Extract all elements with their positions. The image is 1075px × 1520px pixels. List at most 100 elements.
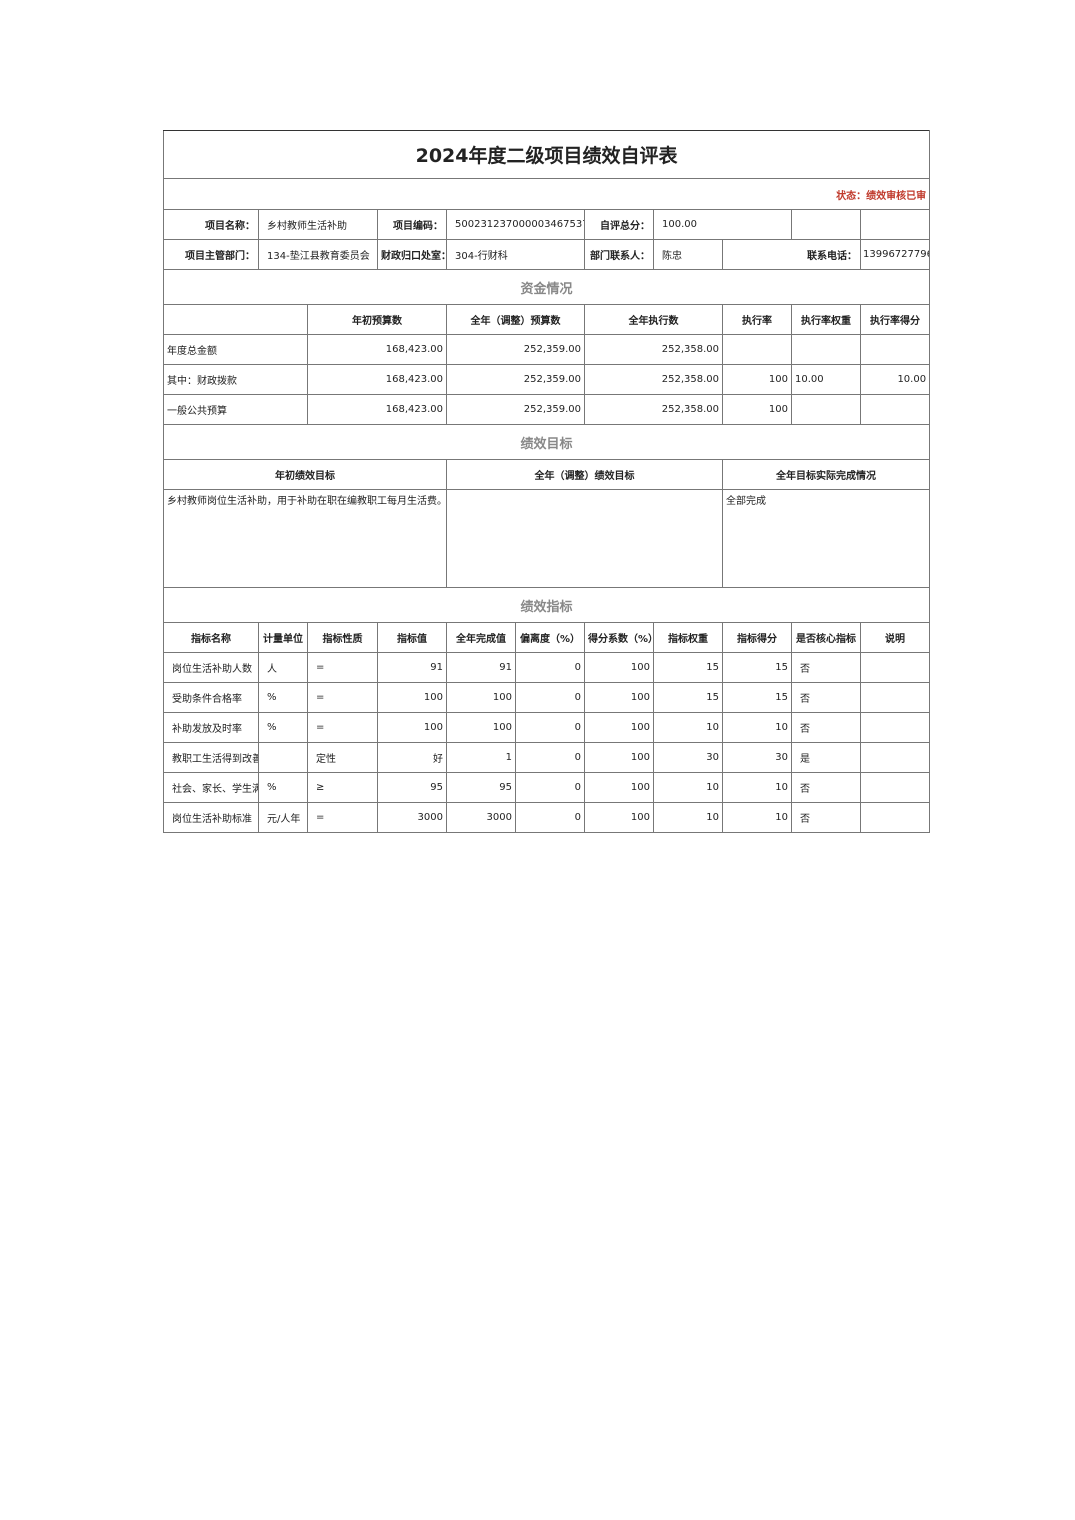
empty-cell xyxy=(859,209,931,240)
indicator-cell: 教职工生活得到改善 xyxy=(163,742,259,773)
indicator-header: 偏离度（%） xyxy=(515,622,585,653)
project-code: 500231237000003467537 xyxy=(446,209,585,240)
indicator-cell: 15 xyxy=(653,652,723,683)
funds-header: 执行率得分 xyxy=(859,304,931,335)
funds-cell: 252,358.00 xyxy=(584,364,723,395)
funds-section-title: 资金情况 xyxy=(162,269,931,305)
goals-header-row: 年初绩效目标 全年（调整）绩效目标 全年目标实际完成情况 xyxy=(163,459,931,490)
indicator-cell: 15 xyxy=(722,682,792,713)
table-row: 受助条件合格率% = 100 100 0 100 15 15 否 xyxy=(163,682,931,713)
funds-cell: 168,423.00 xyxy=(307,364,447,395)
table-row: 岗位生活补助人数人 = 91 91 0 100 15 15 否 xyxy=(163,652,931,683)
funds-row: 其中：财政拨款 168,423.00 252,359.00 252,358.00 100… xyxy=(163,364,931,395)
funds-cell: 100 xyxy=(722,394,792,425)
funds-cell xyxy=(791,394,861,425)
funds-cell xyxy=(722,334,792,365)
indicator-cell: 否 xyxy=(791,772,861,803)
funds-header xyxy=(163,304,308,335)
indicator-cell: 好 xyxy=(377,742,447,773)
project-name-label: 项目名称： xyxy=(163,209,259,240)
evaluation-form: 2024年度二级项目绩效自评表 状态：绩效审核已审 项目名称： 乡村教师生活补助… xyxy=(162,130,931,833)
indicator-cell: 91 xyxy=(377,652,447,683)
indicator-cell xyxy=(859,682,931,713)
indicator-cell xyxy=(859,712,931,743)
indicator-cell: 岗位生活补助标准 xyxy=(163,802,259,833)
indicator-cell: 100 xyxy=(377,712,447,743)
indicator-cell: 95 xyxy=(446,772,516,803)
funds-header: 执行率 xyxy=(722,304,792,335)
indicator-cell: 岗位生活补助人数 xyxy=(163,652,259,683)
funds-cell: 252,359.00 xyxy=(446,334,585,365)
indicator-cell xyxy=(859,742,931,773)
indicator-cell: 否 xyxy=(791,712,861,743)
table-row: 教职工生活得到改善 定性好 1 0 100 30 30 是 xyxy=(163,742,931,773)
indicator-cell: 100 xyxy=(377,682,447,713)
table-row: 补助发放及时率% = 100 100 0 100 10 10 否 xyxy=(163,712,931,743)
dept-label: 项目主管部门： xyxy=(163,239,259,270)
indicator-cell: 0 xyxy=(515,772,585,803)
indicator-cell: 15 xyxy=(722,652,792,683)
funds-row-label: 一般公共预算 xyxy=(163,394,308,425)
goal-text: 乡村教师岗位生活补助，用于补助在职在编教职工每月生活费。 xyxy=(163,489,447,588)
phone-label: 联系电话： xyxy=(722,239,861,270)
indicator-cell: 0 xyxy=(515,652,585,683)
indicator-header: 是否核心指标 xyxy=(791,622,861,653)
info-row: 项目名称： 乡村教师生活补助 项目编码： 5002312370000034675… xyxy=(163,209,931,240)
indicator-cell: 否 xyxy=(791,652,861,683)
indicator-header: 指标值 xyxy=(377,622,447,653)
goals-content-row: 乡村教师岗位生活补助，用于补助在职在编教职工每月生活费。 全部完成 xyxy=(163,489,931,588)
indicator-cell: 0 xyxy=(515,712,585,743)
indicator-cell: 10 xyxy=(722,712,792,743)
indicator-header: 得分系数（%） xyxy=(584,622,654,653)
goals-header: 年初绩效目标 xyxy=(163,459,447,490)
indicator-cell xyxy=(258,742,308,773)
funds-row-label: 其中：财政拨款 xyxy=(163,364,308,395)
indicator-cell: 100 xyxy=(584,712,654,743)
indicator-cell: 95 xyxy=(377,772,447,803)
indicator-cell: = xyxy=(307,712,378,743)
indicator-cell: % xyxy=(258,772,308,803)
indicator-cell xyxy=(859,802,931,833)
funds-cell xyxy=(859,394,931,425)
indicator-cell: 定性 xyxy=(307,742,378,773)
contact: 陈忠 xyxy=(653,239,723,270)
funds-header: 年初预算数 xyxy=(307,304,447,335)
funds-cell: 252,359.00 xyxy=(446,364,585,395)
indicator-cell: 10 xyxy=(722,802,792,833)
funds-cell: 168,423.00 xyxy=(307,334,447,365)
score-label: 自评总分： xyxy=(584,209,654,240)
indicator-header: 计量单位 xyxy=(258,622,308,653)
funds-header: 全年（调整）预算数 xyxy=(446,304,585,335)
indicator-cell: 0 xyxy=(515,742,585,773)
total-score: 100.00 xyxy=(653,209,792,240)
funds-cell: 252,359.00 xyxy=(446,394,585,425)
goals-section-title: 绩效目标 xyxy=(162,424,931,460)
indicator-cell: 3000 xyxy=(377,802,447,833)
goal-text xyxy=(446,489,723,588)
funds-cell: 10.00 xyxy=(791,364,861,395)
office-label: 财政归口处室： xyxy=(377,239,447,270)
indicator-cell: % xyxy=(258,712,308,743)
funds-cell: 10.00 xyxy=(859,364,931,395)
indicator-cell: % xyxy=(258,682,308,713)
indicator-cell: ≥ xyxy=(307,772,378,803)
indicator-cell: = xyxy=(307,682,378,713)
indicator-cell: 1 xyxy=(446,742,516,773)
page-title: 2024年度二级项目绩效自评表 xyxy=(162,130,931,179)
empty-cell xyxy=(791,209,861,240)
contact-label: 部门联系人： xyxy=(584,239,654,270)
phone: 13996727796 xyxy=(859,239,931,270)
indicator-cell xyxy=(859,772,931,803)
table-row: 岗位生活补助标准 元/人年 = 3000 3000 0 100 10 10 否 xyxy=(163,802,931,833)
funds-cell: 168,423.00 xyxy=(307,394,447,425)
indicators-header-row: 指标名称 计量单位 指标性质 指标值 全年完成值 偏离度（%） 得分系数（%） 指标权重 指标得… xyxy=(163,622,931,653)
funds-cell xyxy=(859,334,931,365)
funds-header: 全年执行数 xyxy=(584,304,723,335)
dept: 134-垫江县教育委员会 xyxy=(258,239,378,270)
funds-cell xyxy=(791,334,861,365)
funds-row: 年度总金额 168,423.00 252,359.00 252,358.00 xyxy=(163,334,931,365)
indicator-cell: 100 xyxy=(446,682,516,713)
indicator-cell: 10 xyxy=(653,712,723,743)
indicator-cell: 3000 xyxy=(446,802,516,833)
